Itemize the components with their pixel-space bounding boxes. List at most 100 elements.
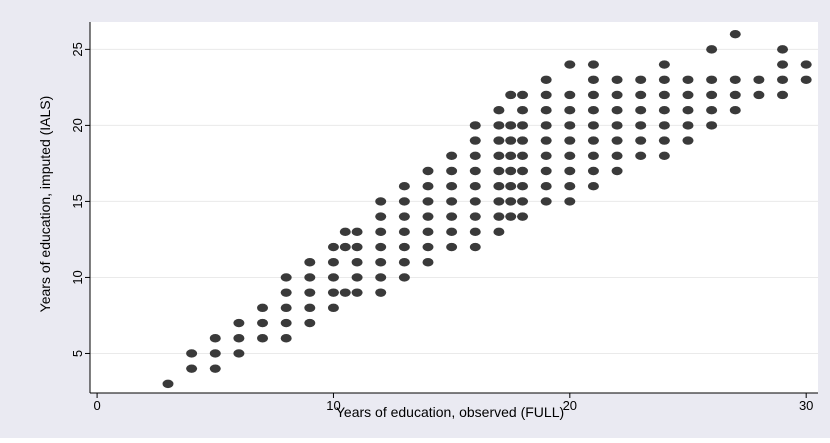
data-point [446, 227, 458, 237]
data-point [257, 318, 269, 328]
data-point [339, 288, 351, 297]
data-point [493, 136, 505, 145]
data-point [564, 197, 576, 206]
data-point [540, 75, 552, 84]
data-point [446, 242, 458, 252]
data-point [587, 121, 599, 130]
data-point [422, 258, 434, 267]
data-point [540, 105, 552, 115]
data-points [162, 29, 812, 389]
data-point [517, 182, 529, 191]
data-point [469, 182, 481, 191]
data-point [280, 334, 292, 343]
data-point [564, 166, 576, 176]
data-point [682, 121, 694, 130]
data-point [422, 227, 434, 237]
data-point [564, 121, 576, 130]
data-point [729, 90, 741, 100]
data-point [493, 121, 505, 130]
data-point [729, 75, 741, 84]
data-point [304, 258, 316, 267]
data-point [540, 197, 552, 206]
data-point [446, 197, 458, 206]
data-point [186, 364, 198, 373]
data-point [505, 90, 517, 100]
data-point [398, 182, 410, 191]
data-point [682, 105, 694, 115]
data-point [339, 227, 351, 237]
data-point [493, 227, 505, 237]
data-point [375, 288, 387, 297]
data-point [777, 60, 789, 69]
data-point [729, 105, 741, 115]
data-point [505, 182, 517, 191]
data-point [327, 242, 339, 252]
data-point [493, 166, 505, 176]
data-point [422, 197, 434, 206]
data-point [682, 136, 694, 145]
data-point [682, 90, 694, 100]
data-point [658, 75, 670, 84]
data-point [493, 182, 505, 191]
data-point [564, 90, 576, 100]
data-point [446, 212, 458, 221]
data-point [493, 197, 505, 206]
data-point [422, 242, 434, 252]
data-point [304, 273, 316, 282]
data-point [611, 166, 623, 176]
data-point [611, 90, 623, 100]
data-point [706, 75, 718, 84]
data-point [257, 303, 269, 313]
data-point [777, 75, 789, 84]
data-point [658, 90, 670, 100]
data-point [635, 136, 647, 145]
data-point [469, 151, 481, 161]
data-point [658, 60, 670, 69]
data-point [540, 166, 552, 176]
data-point [375, 227, 387, 237]
data-point [635, 90, 647, 100]
data-point [706, 45, 718, 54]
data-point [162, 379, 174, 389]
data-point [469, 166, 481, 176]
data-point [517, 197, 529, 206]
data-point [564, 182, 576, 191]
data-point [635, 121, 647, 130]
data-point [351, 273, 363, 282]
data-point [469, 227, 481, 237]
data-point [422, 166, 434, 176]
x-tick-label-0: 0 [93, 398, 100, 413]
y-tick-label-5: 5 [70, 350, 85, 357]
data-point [469, 197, 481, 206]
data-point [706, 90, 718, 100]
data-point [658, 136, 670, 145]
data-point [209, 349, 221, 358]
data-point [351, 258, 363, 267]
data-point [280, 288, 292, 297]
data-point [800, 75, 812, 84]
data-point [777, 90, 789, 100]
x-axis-ticks: 0 10 20 30 [93, 393, 813, 413]
data-point [517, 166, 529, 176]
data-point [280, 318, 292, 328]
data-point [446, 166, 458, 176]
data-point [587, 166, 599, 176]
data-point [564, 105, 576, 115]
data-point [257, 334, 269, 343]
data-point [398, 212, 410, 221]
data-point [339, 242, 351, 252]
data-point [611, 151, 623, 161]
data-point [611, 121, 623, 130]
data-point [777, 45, 789, 54]
data-point [564, 136, 576, 145]
data-point [753, 90, 765, 100]
data-point [564, 60, 576, 69]
data-point [233, 334, 245, 343]
data-point [398, 197, 410, 206]
data-point [505, 136, 517, 145]
data-point [658, 105, 670, 115]
data-point [327, 288, 339, 297]
data-point [493, 212, 505, 221]
data-point [658, 121, 670, 130]
x-tick-label-30: 30 [799, 398, 813, 413]
